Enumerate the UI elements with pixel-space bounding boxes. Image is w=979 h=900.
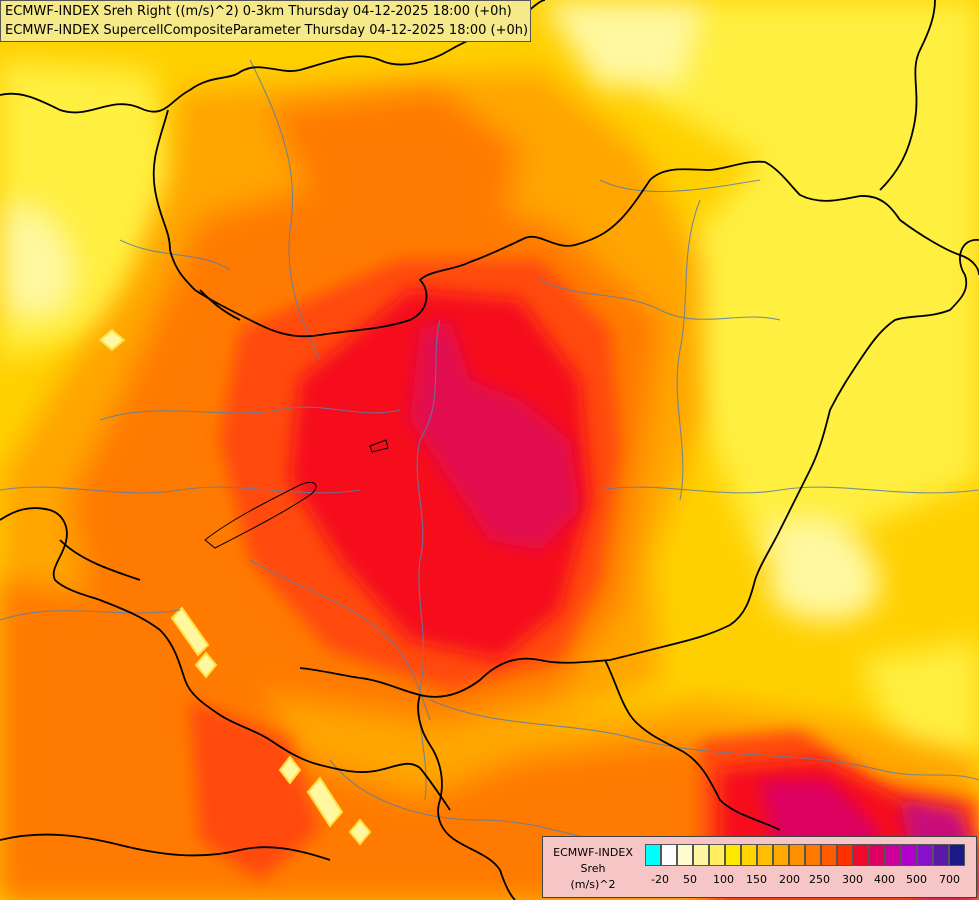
field-red-orange-southwest — [190, 700, 320, 880]
field-light-yellow-southeast — [860, 640, 979, 760]
legend-title-line: ECMWF-INDEX — [553, 846, 633, 859]
legend-swatch — [949, 844, 965, 866]
legend-title: ECMWF-INDEX Sreh (m/s)^2 — [547, 845, 639, 893]
legend-swatch — [709, 844, 725, 866]
map-title-box: ECMWF-INDEX Sreh Right ((m/s)^2) 0-3km T… — [0, 0, 531, 42]
legend-swatch — [901, 844, 917, 866]
legend-color-bar — [645, 844, 965, 866]
legend-tick-label: 50 — [683, 873, 697, 886]
legend-swatch — [661, 844, 677, 866]
legend-swatch — [693, 844, 709, 866]
scp-marker — [306, 776, 344, 828]
scp-marker — [278, 755, 302, 785]
scp-marker — [98, 328, 126, 352]
legend-ticks: -20 50 100 150 200 250 300 400 500 700 — [645, 873, 975, 889]
legend-tick-label: -20 — [651, 873, 669, 886]
legend-tick-label: 300 — [842, 873, 863, 886]
legend-swatch — [853, 844, 869, 866]
legend-tick-label: 500 — [906, 873, 927, 886]
field-pale-northeast — [540, 0, 700, 90]
scp-marker — [348, 818, 372, 846]
legend-swatch — [789, 844, 805, 866]
rivers — [0, 59, 979, 851]
legend-tick-label: 700 — [939, 873, 960, 886]
legend-tick-label: 150 — [746, 873, 767, 886]
color-legend: ECMWF-INDEX Sreh (m/s)^2 -20 50 100 150 200 2… — [542, 836, 977, 898]
legend-title-line: Sreh — [580, 862, 606, 875]
title-line-sreh: ECMWF-INDEX Sreh Right ((m/s)^2) 0-3km T… — [5, 4, 512, 19]
legend-swatch — [757, 844, 773, 866]
legend-tick-label: 200 — [779, 873, 800, 886]
legend-tick-label: 250 — [809, 873, 830, 886]
scp-markers — [98, 328, 372, 846]
legend-swatch — [677, 844, 693, 866]
legend-swatch — [821, 844, 837, 866]
scp-marker — [194, 651, 218, 679]
legend-swatch — [725, 844, 741, 866]
field-dark-orange-north — [270, 90, 520, 250]
legend-swatch — [869, 844, 885, 866]
legend-swatch — [933, 844, 949, 866]
title-line-scp: ECMWF-INDEX SupercellCompositeParameter … — [5, 23, 529, 38]
legend-swatch — [645, 844, 661, 866]
lake-balaton — [204, 481, 317, 549]
lakes — [204, 439, 389, 549]
legend-swatch — [741, 844, 757, 866]
legend-title-line: (m/s)^2 — [570, 878, 616, 891]
legend-swatch — [773, 844, 789, 866]
field-crimson-center — [410, 320, 580, 550]
field-pale-east — [770, 522, 880, 622]
lake-small — [369, 439, 389, 453]
legend-swatch — [805, 844, 821, 866]
field-pale-west — [0, 208, 72, 314]
legend-tick-label: 100 — [713, 873, 734, 886]
legend-swatch — [837, 844, 853, 866]
legend-swatch — [885, 844, 901, 866]
scp-marker — [170, 606, 210, 657]
field-red-center — [290, 290, 590, 660]
field-light-yellow-northeast — [560, 0, 979, 560]
legend-tick-label: 400 — [874, 873, 895, 886]
legend-swatch — [917, 844, 933, 866]
